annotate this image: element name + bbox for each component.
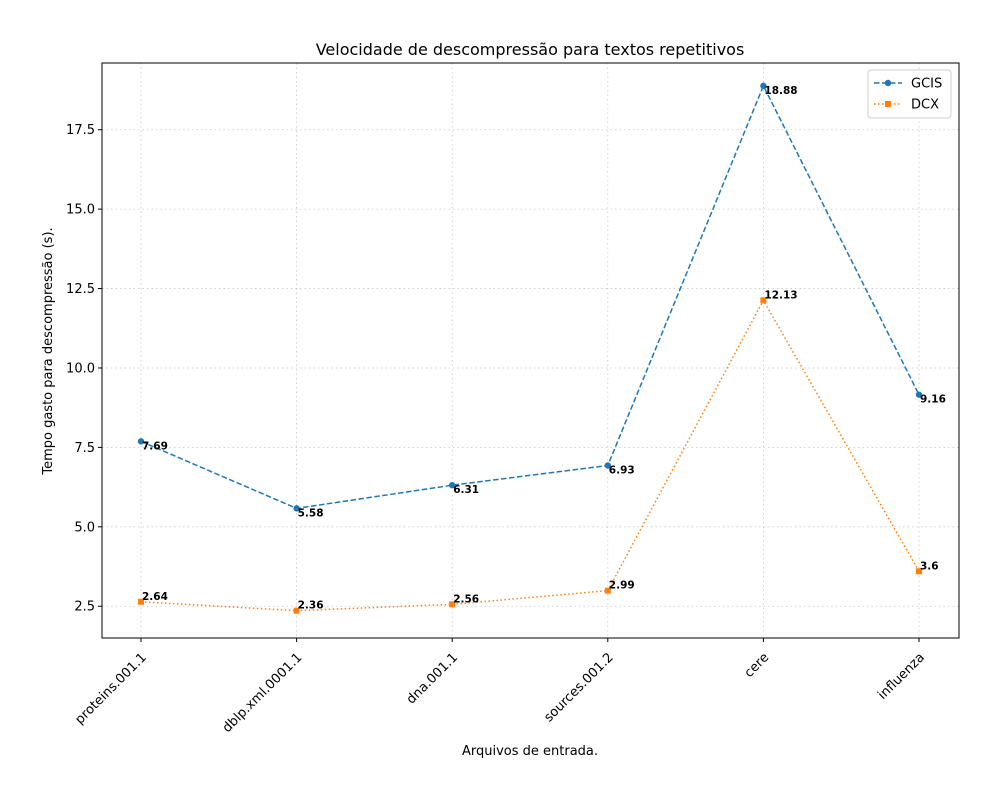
series-gcis-point	[137, 438, 145, 445]
legend: GCIS DCX	[867, 69, 952, 119]
series-dcx-point	[449, 601, 456, 608]
y-tick-label: 15.0	[66, 203, 95, 218]
legend-gcis-label: GCIS	[911, 77, 942, 92]
series-gcis-data-label: 9.16	[920, 394, 946, 406]
series-gcis-data-label: 5.58	[298, 507, 324, 519]
series-gcis-line	[140, 84, 920, 510]
y-tick-label: 10.0	[66, 361, 95, 376]
y-tick-label: 5.0	[74, 520, 95, 535]
plot-frame	[101, 62, 960, 639]
series-gcis-point	[915, 391, 923, 398]
series-gcis-data-label: 6.93	[609, 465, 635, 477]
series-gcis-data-label: 6.31	[453, 484, 479, 496]
series-dcx-line	[140, 298, 920, 612]
series-gcis-point	[604, 462, 611, 469]
series-gcis-point	[449, 481, 456, 489]
series-gcis-data-label: 18.88	[764, 85, 797, 97]
series-dcx-data-label: 2.36	[298, 600, 324, 612]
legend-dcx-label: DCX	[911, 98, 939, 113]
y-tick-label: 12.5	[66, 282, 95, 297]
y-tick-label: 17.5	[66, 123, 95, 138]
y-tick-label: 7.5	[74, 441, 95, 456]
series-dcx-data-label: 2.56	[453, 593, 479, 605]
y-axis-label: Tempo gasto para descompressão (s).	[41, 227, 56, 475]
series-dcx-point	[916, 568, 922, 575]
series-dcx-point	[293, 607, 300, 614]
chart-title: Velocidade de descompressão para textos …	[316, 40, 745, 59]
series-dcx-point	[604, 587, 611, 594]
series-dcx-point	[760, 297, 767, 304]
series-dcx-data-label: 12.13	[764, 289, 797, 301]
series-gcis-data-label: 7.69	[142, 440, 168, 452]
series-layer: 7.69 5.58 6.31 6.93 18.88 9.16 2.64 2.36 2.56 2.9…	[137, 82, 946, 614]
series-dcx-point	[138, 598, 144, 605]
y-tick-label: 2.5	[74, 600, 95, 615]
series-gcis-point	[293, 505, 300, 512]
series-gcis-point	[760, 82, 767, 90]
series-dcx-data-label: 2.64	[142, 591, 168, 603]
grid-layer	[102, 63, 959, 638]
series-dcx-data-label: 3.6	[920, 560, 939, 572]
series-dcx-data-label: 2.99	[609, 580, 635, 592]
x-axis-label: Arquivos de entrada.	[462, 744, 598, 759]
legend-gcis-marker	[884, 79, 892, 87]
legend-dcx-marker	[885, 101, 891, 107]
